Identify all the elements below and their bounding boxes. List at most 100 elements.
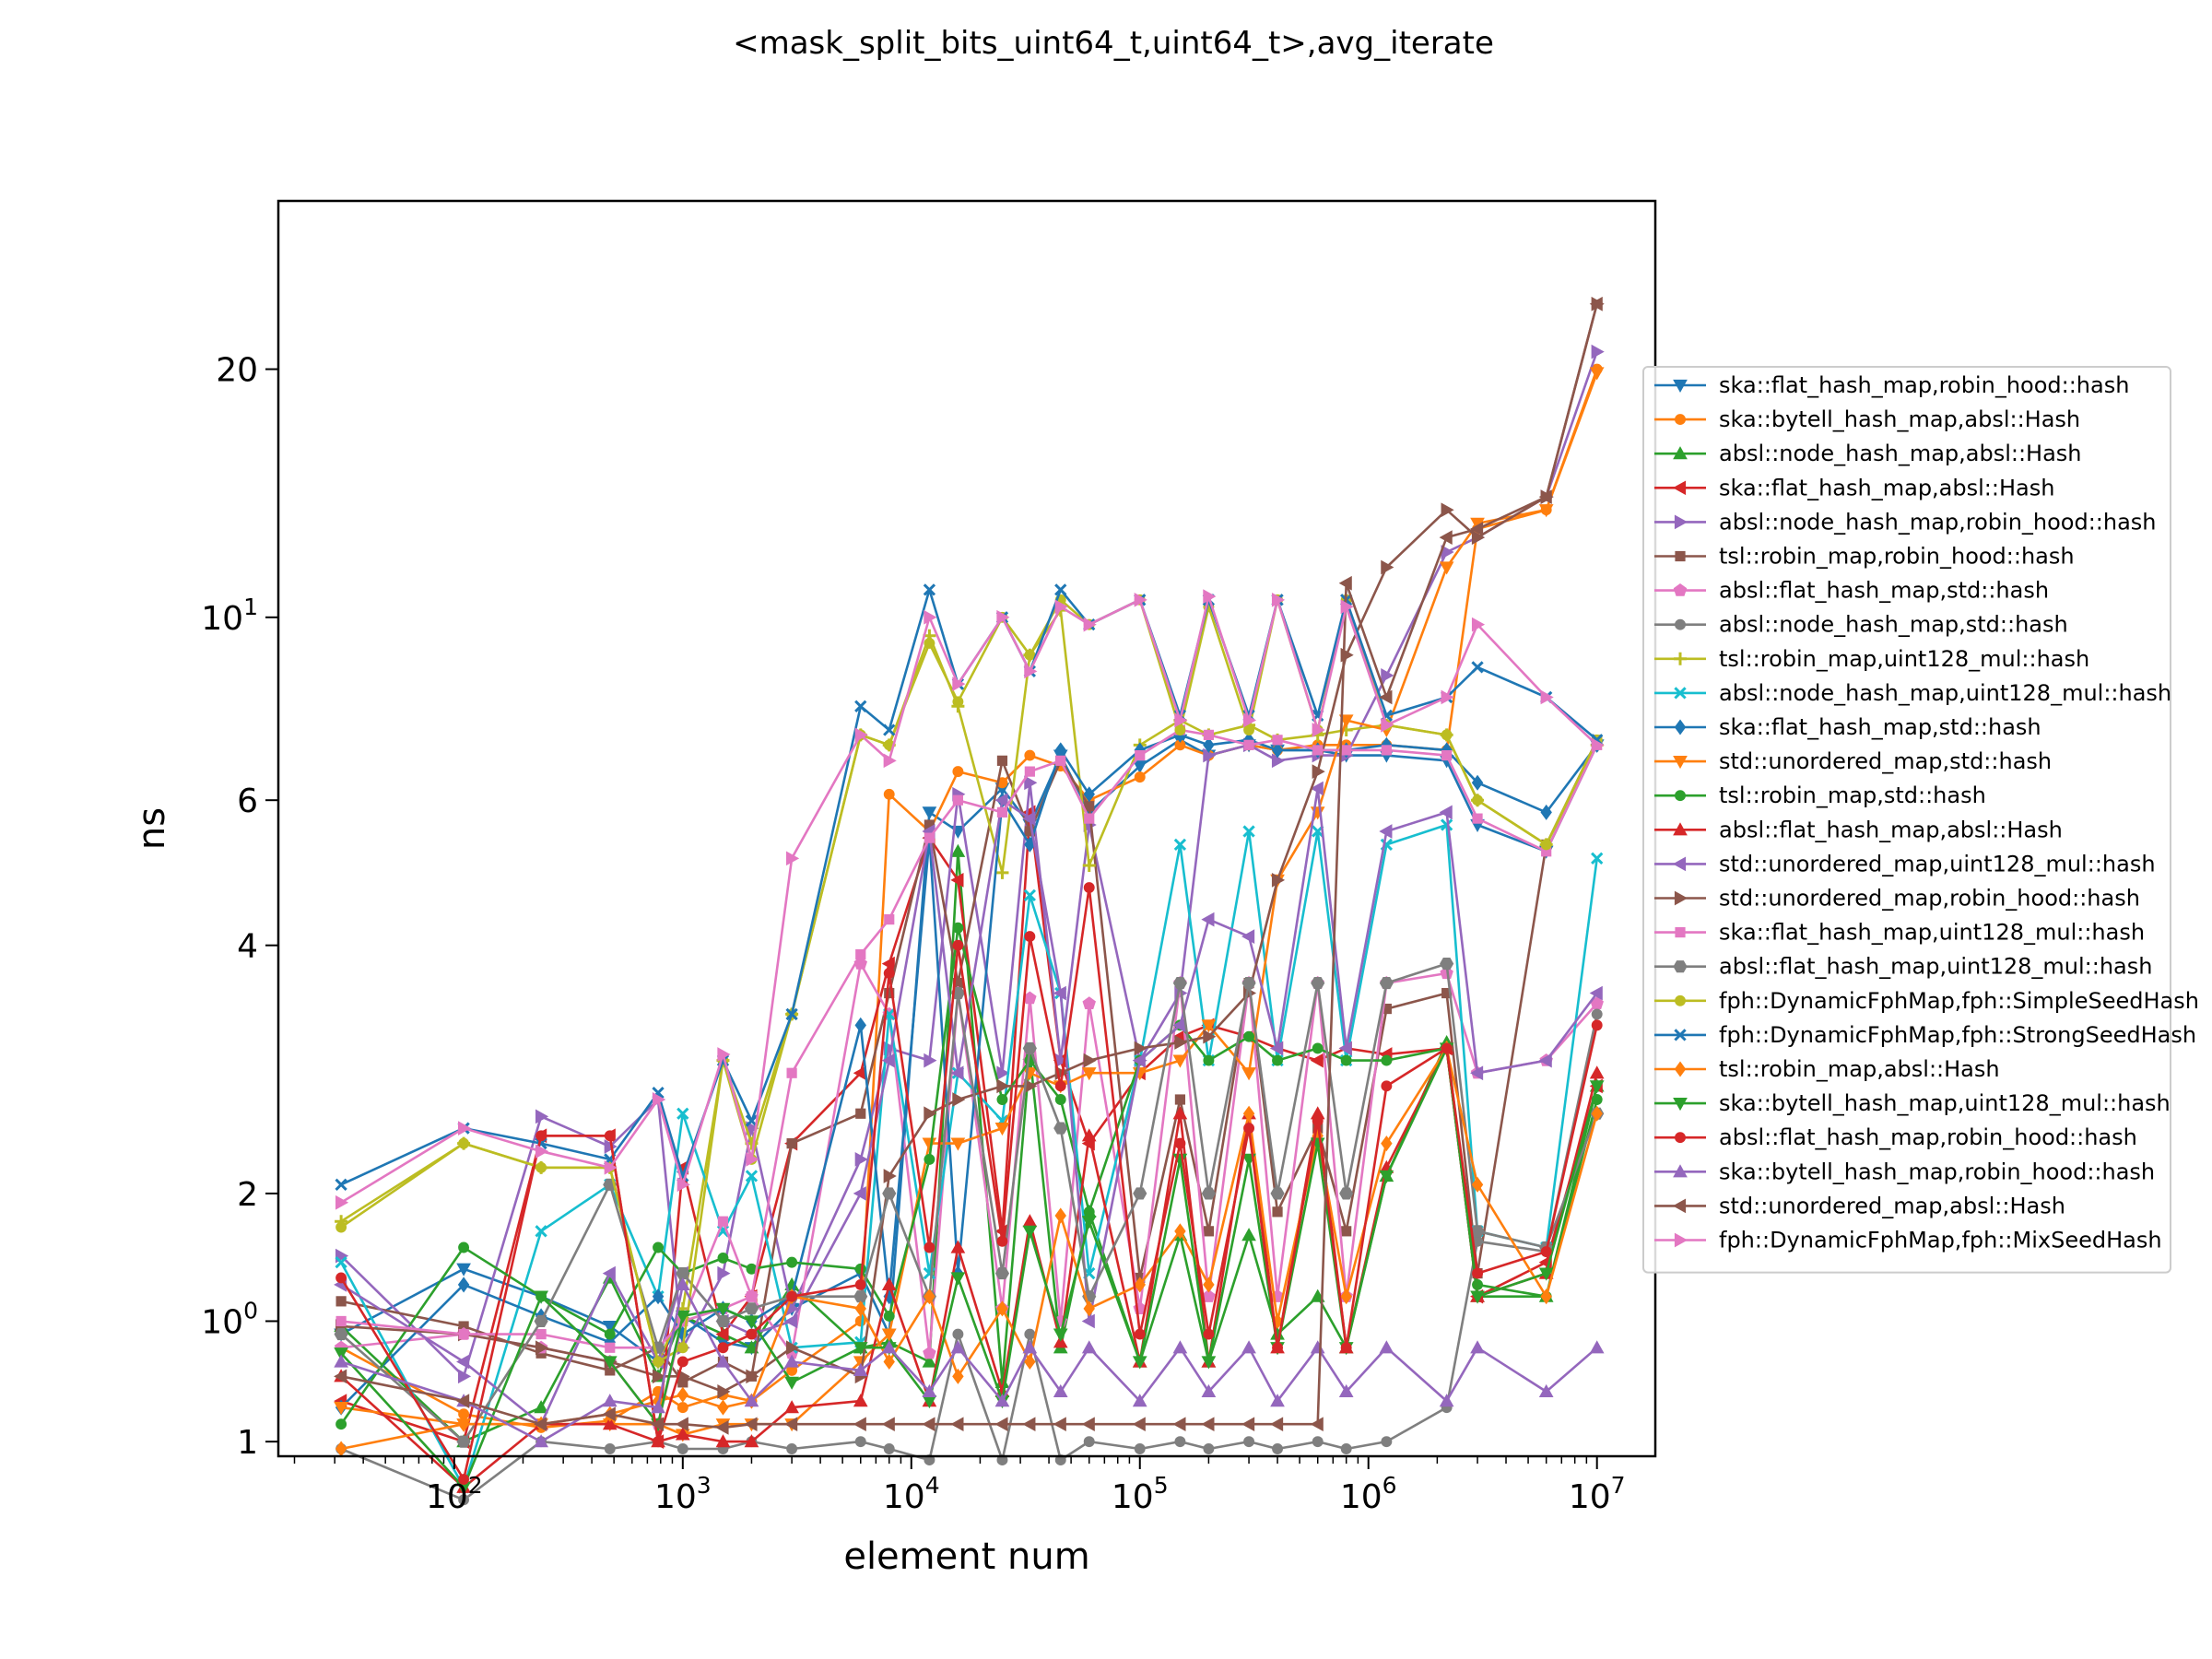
y-axis-label: ns	[131, 807, 173, 850]
series-marker	[1379, 977, 1394, 990]
series-marker	[1540, 804, 1552, 820]
series-marker	[676, 1267, 690, 1280]
series-marker	[855, 1108, 866, 1119]
series-marker	[535, 1225, 547, 1238]
series-marker	[456, 1354, 470, 1370]
legend-item: ska::flat_hash_map,std::hash	[1654, 714, 2041, 740]
series-marker	[1203, 589, 1217, 605]
series-marker	[1338, 714, 1354, 728]
series-marker	[1591, 737, 1605, 753]
series-marker	[1589, 367, 1605, 381]
y-tick-label: 1	[237, 1424, 258, 1462]
series-marker	[1538, 1053, 1552, 1068]
series-marker	[1024, 749, 1036, 761]
series-marker	[535, 1340, 549, 1356]
series-marker	[1379, 824, 1393, 839]
legend-label: absl::flat_hash_map,absl::Hash	[1719, 817, 2063, 842]
series-marker	[1083, 1300, 1095, 1317]
series-marker	[1082, 859, 1096, 873]
series-marker	[1472, 794, 1483, 806]
series-marker	[605, 1365, 616, 1376]
series-marker	[1053, 985, 1066, 1001]
x-tick-label: 107	[1569, 1472, 1626, 1516]
series-marker	[950, 1417, 964, 1432]
series-marker	[1312, 1042, 1324, 1054]
series-marker	[675, 1417, 688, 1432]
series-marker	[996, 1300, 1008, 1317]
series-marker	[784, 1313, 798, 1329]
series-marker	[1338, 575, 1352, 591]
series-marker	[744, 1394, 759, 1407]
series-marker	[1203, 1277, 1215, 1293]
series-marker	[335, 1296, 347, 1307]
legend-item: std::unordered_map,robin_hood::hash	[1654, 886, 2140, 912]
series-marker	[1134, 592, 1147, 607]
series-marker	[1053, 1383, 1068, 1397]
series-marker	[1381, 1436, 1393, 1448]
series-marker	[746, 1152, 759, 1167]
plot-area	[334, 296, 1605, 1506]
series-marker	[1675, 1132, 1686, 1144]
series-marker	[786, 1067, 797, 1078]
x-tick-label: 106	[1340, 1472, 1397, 1516]
series-marker	[458, 1328, 469, 1340]
series-marker	[1341, 745, 1352, 756]
series-marker	[881, 956, 895, 971]
legend-item: absl::node_hash_map,std::hash	[1654, 612, 2068, 638]
series-marker	[1022, 1225, 1038, 1239]
series-marker	[952, 794, 963, 806]
series-marker	[1024, 826, 1035, 837]
series-marker	[853, 1417, 866, 1432]
series-marker	[677, 1377, 688, 1388]
series-marker	[1242, 1105, 1255, 1122]
series-marker	[1470, 1290, 1485, 1304]
series-marker	[1271, 592, 1286, 607]
series-marker	[1591, 1008, 1603, 1020]
legend-label: std::unordered_map,robin_hood::hash	[1719, 886, 2140, 912]
series-marker	[1338, 1041, 1352, 1056]
series-marker	[1133, 1187, 1147, 1200]
series-marker	[653, 1241, 664, 1253]
series-marker	[1201, 1019, 1217, 1033]
series-marker	[1439, 1394, 1454, 1407]
series-marker	[1591, 852, 1604, 865]
legend-label: tsl::robin_map,robin_hood::hash	[1719, 544, 2075, 570]
series-marker	[950, 873, 964, 888]
series-marker	[1470, 1065, 1484, 1081]
series-marker	[994, 1417, 1008, 1432]
series-marker	[884, 987, 895, 999]
x-tick-label: 105	[1112, 1472, 1169, 1516]
series-marker	[1242, 825, 1255, 838]
series-marker	[996, 1235, 1008, 1247]
series-marker	[677, 1443, 688, 1454]
series-marker	[534, 1400, 548, 1414]
series-marker	[1675, 618, 1686, 630]
legend-item: ska::bytell_hash_map,robin_hood::hash	[1654, 1159, 2155, 1184]
series-marker	[1381, 1054, 1393, 1066]
series-marker	[457, 1277, 470, 1293]
series-marker	[1339, 1187, 1354, 1200]
series-marker	[534, 1434, 548, 1448]
series-marker	[334, 1402, 348, 1416]
series-marker	[1271, 742, 1284, 759]
series-marker	[1672, 1198, 1687, 1214]
series-marker	[1024, 766, 1035, 777]
series-marker	[1271, 873, 1286, 888]
series-marker	[853, 1290, 868, 1303]
series-marker	[1311, 977, 1325, 990]
legend-item: ska::flat_hash_map,uint128_mul::hash	[1654, 920, 2145, 946]
series-marker	[1272, 735, 1283, 746]
legend-label: ska::bytell_hash_map,uint128_mul::hash	[1719, 1090, 2171, 1116]
series-marker	[1083, 1053, 1097, 1068]
series-marker	[1589, 1340, 1605, 1354]
series-marker	[1381, 668, 1394, 683]
series-marker	[1591, 344, 1605, 359]
series-marker	[883, 1443, 895, 1454]
series-marker	[1340, 1342, 1352, 1354]
series-marker	[677, 1107, 689, 1120]
series-marker	[1081, 1067, 1097, 1081]
chart-title: <mask_split_bits_uint64_t,uint64_t>,avg_…	[733, 25, 1494, 62]
series-marker	[456, 1394, 470, 1408]
series-marker	[604, 1328, 616, 1340]
